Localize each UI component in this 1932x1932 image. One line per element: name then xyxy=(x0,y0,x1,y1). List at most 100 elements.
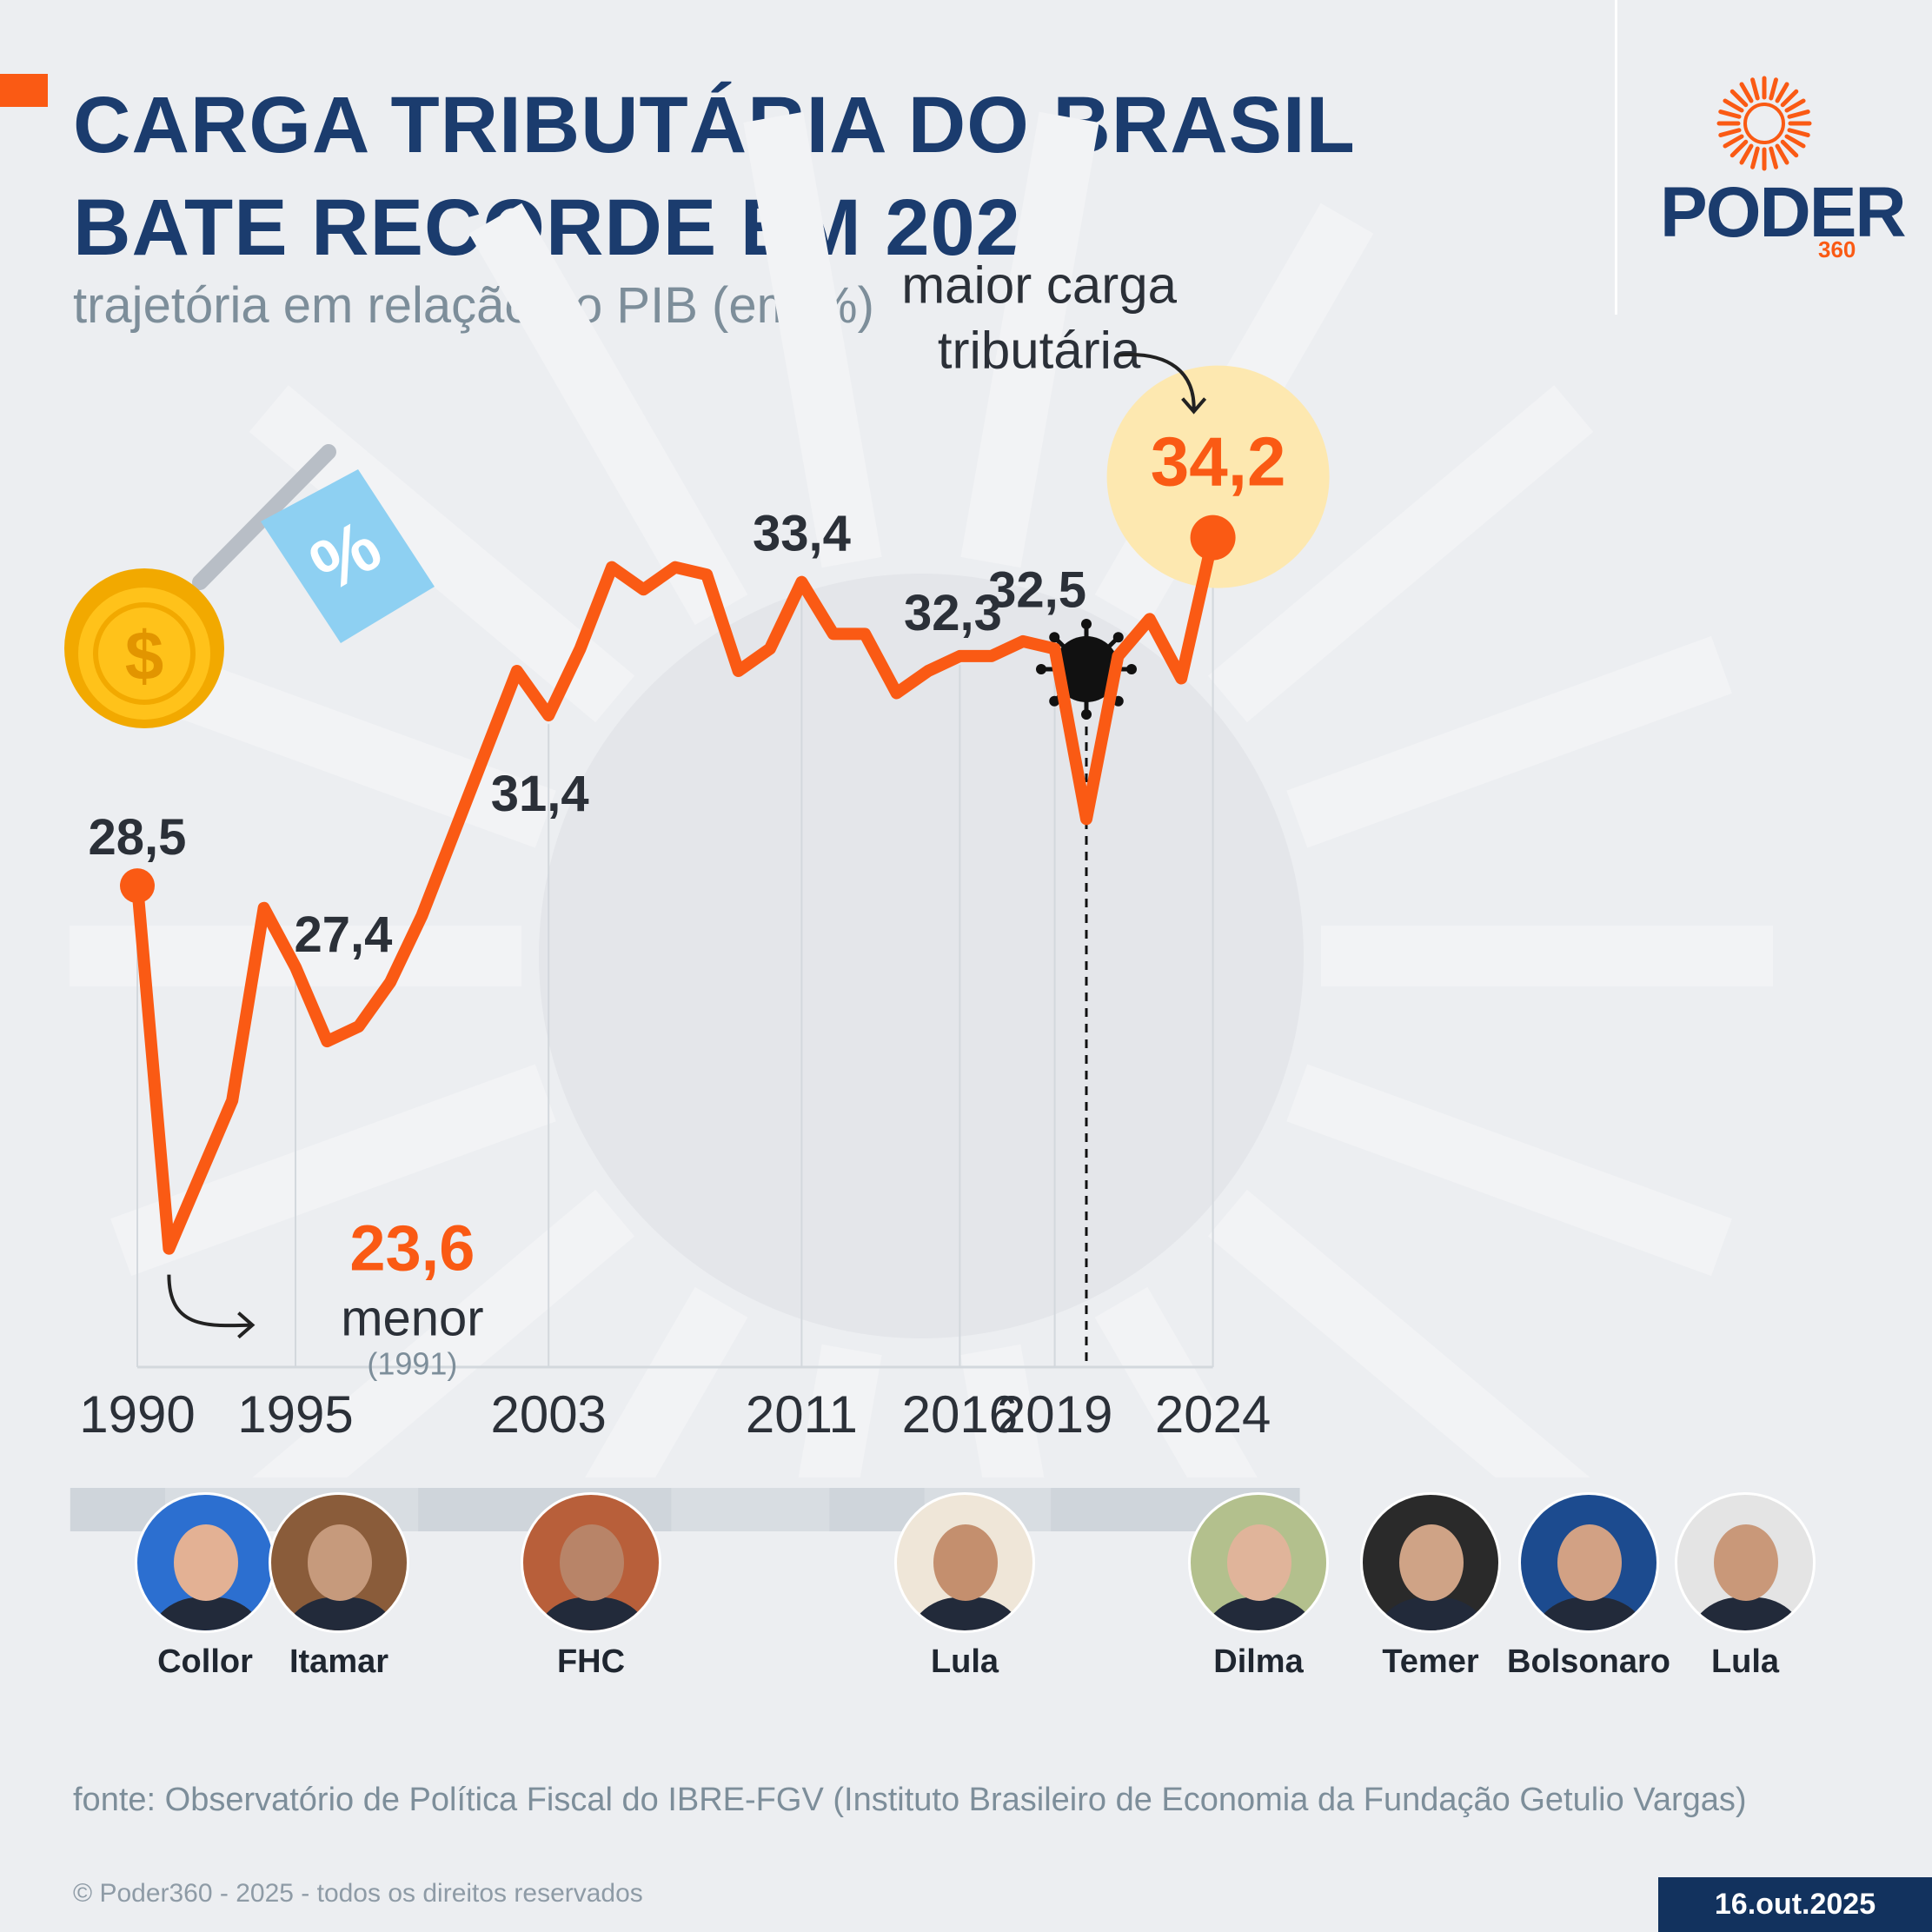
data-point-2003 xyxy=(546,713,552,719)
president-photo xyxy=(521,1492,661,1633)
dollar-sign: $ xyxy=(125,617,164,694)
background-ray xyxy=(960,1344,1045,1477)
max-value-label: 34,2 xyxy=(1151,423,1286,501)
data-point-2005 xyxy=(609,564,614,570)
data-point-1995 xyxy=(293,964,298,970)
photo-head xyxy=(1227,1524,1291,1601)
background-decoration xyxy=(70,111,1773,1477)
background-ray xyxy=(1207,385,1594,723)
data-point-2006 xyxy=(641,587,647,593)
president-card: Lula xyxy=(878,1492,1052,1681)
photo-head xyxy=(308,1524,372,1601)
data-point-1994 xyxy=(261,905,267,911)
min-value-label: 23,6 xyxy=(349,1212,475,1285)
sunburst-ray xyxy=(1750,77,1760,101)
president-card: Bolsonaro xyxy=(1502,1492,1676,1681)
data-point-2013 xyxy=(862,631,868,637)
photo-body xyxy=(280,1597,402,1630)
copyright-note: © Poder360 - 2025 - todos os direitos re… xyxy=(73,1879,643,1908)
president-name: Lula xyxy=(930,1643,999,1680)
virus-spike-tip xyxy=(1049,695,1060,707)
background-ray xyxy=(743,111,882,568)
sunburst-ray xyxy=(1784,98,1806,113)
data-point-1997 xyxy=(355,1024,362,1030)
president-photo xyxy=(1188,1492,1329,1633)
photo-body xyxy=(906,1597,1027,1630)
x-tick-label: 1990 xyxy=(79,1385,195,1444)
president-photo xyxy=(1675,1492,1816,1633)
virus-spike-tip xyxy=(1036,664,1046,674)
data-point-2017 xyxy=(988,653,994,659)
president-photo xyxy=(269,1492,409,1633)
data-point-1992 xyxy=(197,1172,203,1178)
virus-spike-tip xyxy=(1049,632,1060,643)
header-divider xyxy=(1615,0,1617,315)
sunburst-ray xyxy=(1784,134,1806,149)
sunburst-ray xyxy=(1718,110,1742,119)
data-point-2019 xyxy=(1052,646,1058,652)
x-tick-label: 2019 xyxy=(997,1385,1112,1444)
sunburst-ray xyxy=(1723,98,1744,113)
background-ray xyxy=(798,1344,882,1477)
sunburst-ray xyxy=(1775,143,1789,165)
president-card: Lula xyxy=(1658,1492,1832,1681)
logo-number: 360 xyxy=(1818,236,1856,262)
start-point-dot xyxy=(120,868,155,904)
president-name: Collor xyxy=(157,1643,253,1680)
background-ray xyxy=(1286,635,1732,848)
background-ray xyxy=(1207,1189,1590,1477)
data-point-2015 xyxy=(926,667,931,674)
photo-head xyxy=(1399,1524,1464,1601)
background-ray xyxy=(110,1064,556,1277)
photo-body xyxy=(146,1597,268,1630)
data-point-2009 xyxy=(735,667,741,674)
president-name: Dilma xyxy=(1213,1643,1304,1680)
photo-head xyxy=(1557,1524,1622,1601)
data-label-2016: 32,3 xyxy=(904,585,1002,641)
president-card: FHC xyxy=(504,1492,678,1681)
data-point-2018 xyxy=(1020,638,1026,644)
flag-pole xyxy=(192,444,336,590)
president-name: Itamar xyxy=(289,1643,389,1680)
background-ray xyxy=(468,202,748,626)
coin-flag-illustration: % $ xyxy=(64,444,435,728)
photo-body xyxy=(1199,1597,1321,1630)
max-value-halo xyxy=(1106,365,1330,588)
background-ray xyxy=(1286,1064,1732,1277)
sunburst-ray xyxy=(1769,77,1778,101)
data-point-2002 xyxy=(514,667,520,674)
data-point-2007 xyxy=(672,564,678,570)
sunburst-ray xyxy=(1787,128,1810,137)
president-photo xyxy=(894,1492,1035,1633)
sunburst-ray xyxy=(1730,89,1749,108)
title-line-1: CARGA TRIBUTÁRIA DO BRASIL xyxy=(73,81,1356,169)
data-point-2020 xyxy=(1084,816,1089,822)
data-point-1998 xyxy=(388,979,394,985)
min-arrowhead-icon xyxy=(237,1311,256,1339)
sunburst-icon xyxy=(1716,76,1812,171)
end-point-dot xyxy=(1190,515,1236,561)
data-label-2011: 33,4 xyxy=(753,506,851,562)
max-arrow-icon xyxy=(1117,352,1207,415)
sunburst-ray xyxy=(1787,110,1810,119)
president-name: FHC xyxy=(556,1643,626,1680)
virus-spike-tip xyxy=(1126,664,1137,674)
data-point-2021 xyxy=(1115,653,1121,659)
sunburst-ray xyxy=(1780,89,1799,108)
photo-body xyxy=(1530,1597,1651,1630)
covid-marker xyxy=(1036,619,1137,1367)
data-point-2011 xyxy=(799,579,805,585)
max-callout-label-line1: maior carga xyxy=(901,256,1177,315)
sunburst-ray xyxy=(1739,82,1754,103)
virus-spike-tip xyxy=(1081,709,1092,720)
president-card: Dilma xyxy=(1172,1492,1345,1681)
data-point-2000 xyxy=(451,831,456,837)
virus-spike-tip xyxy=(1112,632,1124,643)
president-photo xyxy=(135,1492,276,1633)
data-point-1996 xyxy=(324,1039,330,1045)
coin-ring xyxy=(93,602,196,705)
photo-body xyxy=(1371,1597,1493,1630)
photo-body xyxy=(532,1597,654,1630)
data-point-2016 xyxy=(957,653,963,659)
min-arrow-icon xyxy=(167,1274,252,1328)
